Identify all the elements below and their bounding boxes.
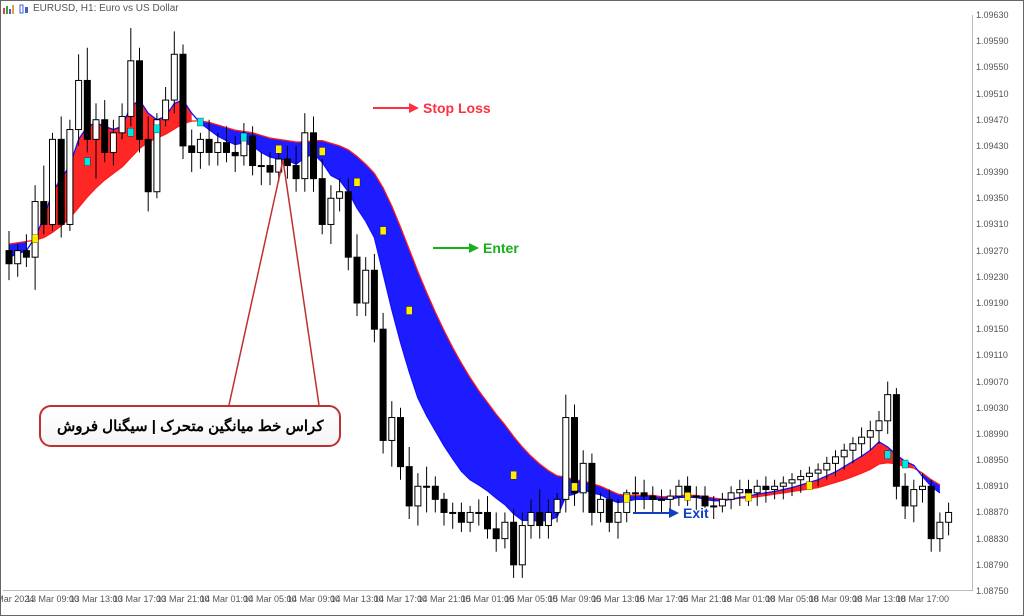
exit-label: Exit xyxy=(683,505,709,521)
y-tick-label: 1.09270 xyxy=(976,246,1009,256)
y-tick-label: 1.09190 xyxy=(976,298,1009,308)
chart-icon xyxy=(3,4,15,14)
stop-loss-label: Stop Loss xyxy=(423,100,491,116)
arrow-right-icon xyxy=(373,107,417,109)
title-bar: EURUSD, H1: Euro vs US Dollar xyxy=(3,3,179,14)
arrow-right-icon xyxy=(633,512,677,514)
y-tick-label: 1.09110 xyxy=(976,350,1008,360)
enter-label: Enter xyxy=(483,240,519,256)
y-tick-label: 1.08750 xyxy=(976,586,1009,596)
y-tick-label: 1.09510 xyxy=(976,89,1009,99)
y-axis: 1.087501.087901.088301.088701.089101.089… xyxy=(972,15,1023,591)
y-tick-label: 1.09390 xyxy=(976,167,1009,177)
stop-loss-annotation: Stop Loss xyxy=(373,100,491,116)
y-tick-label: 1.08910 xyxy=(976,481,1009,491)
y-tick-label: 1.09550 xyxy=(976,62,1009,72)
title-text: EURUSD, H1: Euro vs US Dollar xyxy=(33,3,179,14)
arrow-right-icon xyxy=(433,247,477,249)
plot-area[interactable]: Stop Loss Enter Exit کراس خط میانگین متح… xyxy=(3,15,973,591)
y-tick-label: 1.08990 xyxy=(976,429,1009,439)
y-tick-label: 1.08830 xyxy=(976,534,1009,544)
callout-box: کراس خط میانگین متحرک | سیگنال فروش xyxy=(39,405,341,447)
y-tick-label: 1.09030 xyxy=(976,403,1009,413)
x-tick-label: 18 Mar 17:00 xyxy=(896,594,949,604)
callout-text: کراس خط میانگین متحرک | سیگنال فروش xyxy=(57,418,323,435)
y-tick-label: 1.09230 xyxy=(976,272,1009,282)
exit-annotation: Exit xyxy=(633,505,709,521)
y-tick-label: 1.09590 xyxy=(976,36,1009,46)
y-tick-label: 1.08870 xyxy=(976,507,1009,517)
y-tick-label: 1.08790 xyxy=(976,560,1009,570)
candle-icon xyxy=(18,4,30,14)
x-axis: 13 Mar 202413 Mar 09:0013 Mar 13:0013 Ma… xyxy=(3,590,973,615)
y-tick-label: 1.09150 xyxy=(976,324,1009,334)
enter-annotation: Enter xyxy=(433,240,519,256)
y-tick-label: 1.09310 xyxy=(976,219,1009,229)
chart-window: EURUSD, H1: Euro vs US Dollar Stop Loss … xyxy=(0,0,1024,616)
y-tick-label: 1.09630 xyxy=(976,10,1009,20)
y-tick-label: 1.09470 xyxy=(976,115,1009,125)
y-tick-label: 1.08950 xyxy=(976,455,1009,465)
y-tick-label: 1.09430 xyxy=(976,141,1009,151)
y-tick-label: 1.09350 xyxy=(976,193,1009,203)
y-tick-label: 1.09070 xyxy=(976,377,1009,387)
